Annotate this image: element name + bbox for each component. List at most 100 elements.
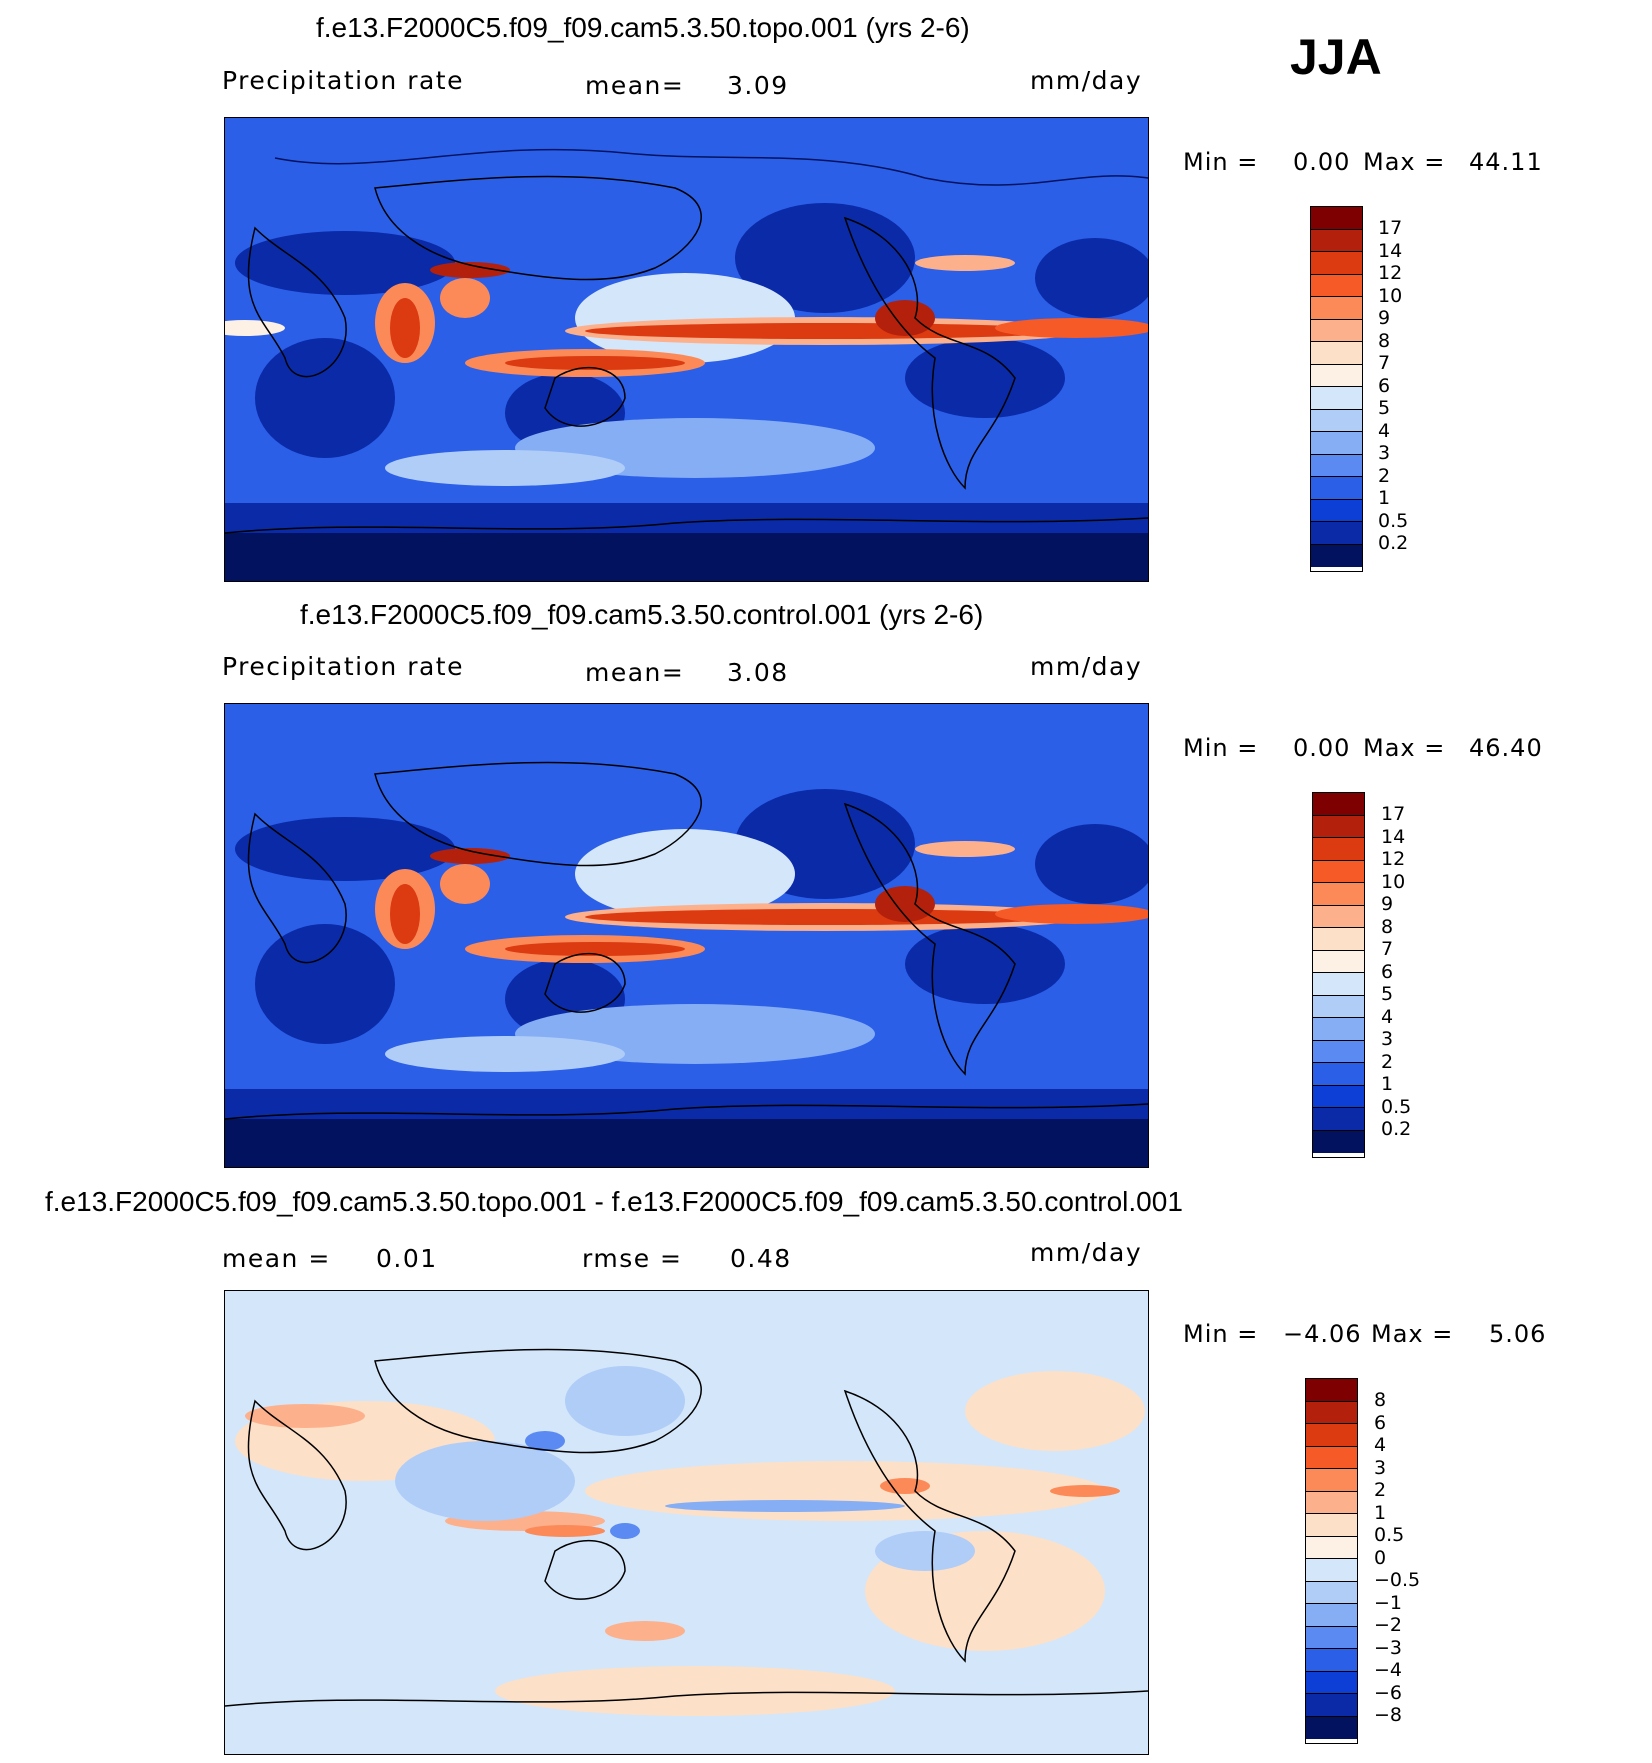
colorbar-swatch: [1311, 252, 1362, 275]
colorbar-swatch: [1306, 1581, 1357, 1604]
panel-1-precipitation-map: [224, 117, 1149, 582]
colorbar-tick-label: 0.2: [1381, 1118, 1412, 1140]
colorbar-swatch: [1306, 1469, 1357, 1492]
colorbar-tick-label: −6: [1374, 1681, 1403, 1704]
colorbar-swatch: [1311, 477, 1362, 500]
colorbar-tick-label: 1: [1381, 1073, 1394, 1095]
colorbar-swatch: [1311, 319, 1362, 342]
colorbar-tick-label: 7: [1381, 938, 1394, 960]
colorbar-swatch: [1306, 1604, 1357, 1627]
panel-2-precipitation-map: [224, 703, 1149, 1168]
colorbar-tick-label: 8: [1378, 329, 1391, 352]
colorbar-swatch: [1311, 364, 1362, 387]
panel-3-max-label: Max =: [1371, 1320, 1454, 1348]
colorbar-tick-label: 8: [1374, 1389, 1387, 1411]
colorbar-swatch: [1306, 1446, 1357, 1469]
colorbar-swatch: [1311, 432, 1362, 455]
colorbar-swatch: [1306, 1491, 1357, 1514]
panel-2-title: f.e13.F2000C5.f09_f09.cam5.3.50.control.…: [300, 599, 984, 630]
colorbar-swatch: [1306, 1626, 1357, 1649]
panel-3-colorbar-ticks: 8 6 4 3 2 1 0.5 0 −0.5 −1 −2 −3 −4 −6 −8: [1374, 1389, 1420, 1727]
colorbar-tick-label: −0.5: [1374, 1569, 1421, 1591]
colorbar-swatch: [1306, 1536, 1357, 1559]
colorbar-tick-label: 12: [1378, 262, 1403, 284]
colorbar-tick-label: 0.2: [1378, 532, 1409, 554]
panel-3-max-value: 5.06: [1489, 1320, 1547, 1348]
panel-3-units: mm/day: [1030, 1238, 1143, 1267]
panel-3-title: f.e13.F2000C5.f09_f09.cam5.3.50.topo.001…: [45, 1186, 1183, 1217]
panel-1-variable-label: Precipitation rate: [222, 66, 464, 95]
panel-3-rmse-value: 0.48: [730, 1244, 792, 1273]
colorbar-tick-label: 7: [1378, 352, 1391, 374]
panel-2-max-label: Max =: [1363, 734, 1446, 762]
colorbar-swatch: [1311, 454, 1362, 477]
colorbar-swatch: [1311, 207, 1362, 230]
colorbar-swatch: [1311, 522, 1362, 545]
colorbar-tick-label: 0.5: [1374, 1524, 1405, 1546]
colorbar-swatch: [1313, 973, 1364, 996]
panel-3-min-value: −4.06: [1283, 1320, 1362, 1348]
colorbar-swatch: [1313, 928, 1364, 951]
colorbar-tick-label: 14: [1378, 239, 1403, 262]
panel-2-max-value: 46.40: [1469, 734, 1543, 762]
colorbar-swatch: [1313, 1085, 1364, 1108]
colorbar-swatch: [1313, 838, 1364, 861]
colorbar-tick-label: 3: [1381, 1028, 1394, 1050]
colorbar-tick-label: 5: [1378, 397, 1391, 419]
colorbar-swatch: [1306, 1694, 1357, 1717]
colorbar-tick-label: 0: [1374, 1546, 1387, 1569]
panel-3-mean-value: 0.01: [376, 1244, 438, 1273]
colorbar-tick-label: 1: [1374, 1501, 1387, 1524]
panel-3-mean-label: mean =: [222, 1244, 331, 1273]
colorbar-swatch: [1311, 387, 1362, 410]
colorbar-swatch: [1313, 883, 1364, 906]
colorbar-tick-label: 5: [1381, 983, 1394, 1005]
colorbar-swatch: [1311, 297, 1362, 320]
panel-2-mean-label: mean=: [585, 658, 685, 687]
colorbar-tick-label: 17: [1378, 217, 1403, 239]
colorbar-swatch: [1313, 950, 1364, 973]
panel-1-min-value: 0.00: [1293, 148, 1351, 176]
colorbar-swatch: [1313, 905, 1364, 928]
colorbar-tick-label: 3: [1378, 442, 1391, 464]
colorbar-swatch: [1313, 1063, 1364, 1086]
colorbar-swatch: [1306, 1559, 1357, 1582]
season-label: JJA: [1290, 29, 1382, 85]
colorbar-tick-label: −4: [1374, 1659, 1403, 1681]
colorbar-swatch: [1306, 1379, 1357, 1402]
colorbar-swatch: [1313, 995, 1364, 1018]
panel-1-title: f.e13.F2000C5.f09_f09.cam5.3.50.topo.001…: [316, 12, 970, 43]
panel-3-min-label: Min =: [1183, 1320, 1259, 1348]
colorbar-tick-label: 2: [1374, 1479, 1387, 1501]
colorbar-swatch: [1313, 1040, 1364, 1063]
colorbar-tick-label: 4: [1381, 1005, 1394, 1028]
colorbar-swatch: [1311, 342, 1362, 365]
panel-2-variable-label: Precipitation rate: [222, 652, 464, 681]
colorbar-tick-label: 0.5: [1378, 509, 1409, 532]
colorbar-tick-label: 10: [1378, 284, 1403, 307]
panel-1-units: mm/day: [1030, 66, 1143, 95]
colorbar-swatch: [1311, 274, 1362, 297]
panel-1-max-value: 44.11: [1469, 148, 1543, 176]
colorbar-swatch: [1306, 1424, 1357, 1447]
panel-2-min-value: 0.00: [1293, 734, 1351, 762]
colorbar-swatch: [1306, 1401, 1357, 1424]
colorbar-swatch: [1306, 1514, 1357, 1537]
panel-3-colorbar: [1305, 1378, 1358, 1744]
colorbar-tick-label: 3: [1374, 1456, 1387, 1479]
colorbar-swatch: [1313, 793, 1364, 816]
panel-1-colorbar-ticks: 17 14 12 10 9 8 7 6 5 4 3 2 1 0.5 0.2: [1378, 217, 1408, 555]
colorbar-tick-label: 0.5: [1381, 1095, 1412, 1118]
colorbar-tick-label: −3: [1374, 1636, 1403, 1659]
colorbar-swatch: [1306, 1671, 1357, 1694]
panel-2-units: mm/day: [1030, 652, 1143, 681]
colorbar-tick-label: 8: [1381, 915, 1394, 938]
panel-1-min-label: Min =: [1183, 148, 1259, 176]
colorbar-tick-label: −2: [1374, 1614, 1403, 1636]
panel-3-difference-map: [224, 1290, 1149, 1755]
colorbar-tick-label: 12: [1381, 848, 1406, 870]
colorbar-swatch: [1313, 815, 1364, 838]
colorbar-swatch: [1311, 229, 1362, 252]
colorbar-swatch: [1313, 1130, 1364, 1153]
panel-2-colorbar-ticks: 17 14 12 10 9 8 7 6 5 4 3 2 1 0.5 0.2: [1381, 803, 1411, 1141]
